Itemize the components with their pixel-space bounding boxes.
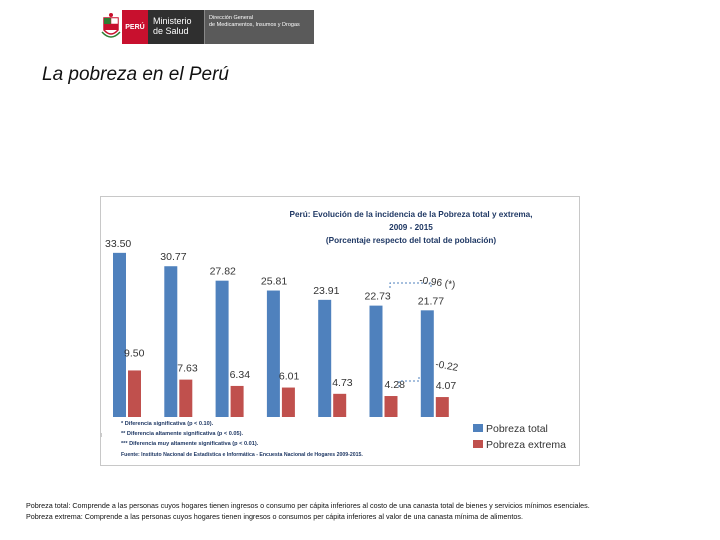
label-pobreza-total-2013: 23.91 (313, 285, 339, 297)
bar-pobreza-total-2012 (266, 290, 280, 417)
label-pobreza-extrema-2014: 4.28 (385, 379, 406, 391)
bar-pobreza-total-2011 (215, 280, 229, 417)
bar-pobreza-total-2009 (113, 252, 126, 417)
bar-pobreza-total-2015 (420, 310, 434, 417)
poverty-chart-svg: Perú: Evolución de la incidencia de la P… (101, 210, 566, 458)
bars-group: 33.50 9.50 30.77 7.63 27.82 6.34 25.81 6.01 23.9… (101, 238, 456, 437)
label-pobreza-total-2014: 22.73 (365, 291, 391, 303)
ministry-logo: PERÚ Ministerio de Salud Dirección Gener… (100, 10, 314, 44)
bar-pobreza-extrema-2010 (179, 379, 193, 417)
label-pobreza-extrema-2012: 6.01 (279, 371, 300, 383)
label-pobreza-extrema-2015: 4.07 (436, 380, 457, 392)
bar-pobreza-extrema-2015 (435, 397, 449, 417)
bar-pobreza-total-2010 (164, 266, 178, 417)
poverty-chart: Perú: Evolución de la incidencia de la P… (100, 196, 580, 466)
ministerio-label: Ministerio de Salud (148, 10, 204, 44)
chart-source: Fuente: Instituto Nacional de Estadístic… (121, 452, 363, 458)
ministerio-line-2: de Salud (153, 26, 189, 36)
label-pobreza-extrema-2013: 4.73 (332, 377, 353, 389)
note-pobreza-total: Pobreza total: Comprende a las personas … (26, 501, 590, 510)
label-pobreza-extrema-2009: 9.50 (124, 347, 145, 359)
legend-label-pobreza-total: Pobreza total (486, 423, 548, 435)
chart-title-line-2: 2009 - 2015 (389, 223, 433, 232)
ministerio-line-1: Ministerio (153, 16, 192, 26)
definitions: Pobreza total: Comprende a las personas … (26, 500, 706, 522)
label-pobreza-total-2012: 25.81 (261, 276, 287, 288)
direccion-line-1: Dirección General (209, 15, 254, 21)
direccion-label: Dirección General de Medicamentos, Insum… (204, 10, 314, 44)
footnote-2: ** Diferencia altamente significativa (p… (121, 431, 243, 437)
slide-title: La pobreza en el Perú (42, 64, 229, 85)
footnote-1: * Diferencia significativa (p < 0.10). (121, 421, 214, 427)
label-pobreza-extrema-2010: 7.63 (177, 363, 198, 375)
annotations-group: -0.96 (*) -0.22 (389, 275, 459, 387)
annotation-total-bracket (389, 282, 432, 288)
chart-title-line-1: Perú: Evolución de la incidencia de la P… (290, 210, 533, 219)
chart-title-line-3: (Porcentaje respecto del total de poblac… (326, 236, 496, 245)
peru-label: PERÚ (122, 10, 148, 44)
coat-of-arms-icon (100, 10, 122, 44)
note-pobreza-extrema: Pobreza extrema: Comprende a las persona… (26, 512, 524, 521)
bar-pobreza-extrema-2012 (281, 387, 295, 417)
label-pobreza-total-2010: 30.77 (160, 251, 186, 263)
label-pobreza-total-2015: 21.77 (418, 295, 444, 307)
direccion-line-2: de Medicamentos, Insumos y Drogas (209, 22, 300, 28)
bar-pobreza-extrema-2011 (230, 385, 244, 417)
annotation-extrema-bracket (398, 376, 432, 387)
label-pobreza-extrema-2011: 6.34 (230, 369, 251, 381)
legend-label-pobreza-extrema: Pobreza extrema (486, 439, 566, 451)
bar-pobreza-total-2013 (318, 299, 332, 417)
legend: Pobreza total Pobreza extrema (473, 423, 566, 451)
label-pobreza-total-2011: 27.82 (210, 266, 236, 278)
label-pobreza-total-2009: 33.50 (105, 238, 131, 250)
annotation-extrema-label: -0.22 (434, 359, 459, 374)
bar-pobreza-extrema-2013 (333, 393, 347, 417)
footnote-3: *** Diferencia muy altamente significati… (121, 441, 259, 447)
legend-swatch-pobreza-total (473, 424, 483, 432)
bar-pobreza-total-2014 (369, 305, 383, 417)
annotation-total-label: -0.96 (*) (419, 275, 456, 291)
legend-swatch-pobreza-extrema (473, 440, 483, 448)
bar-pobreza-extrema-2014 (384, 396, 398, 417)
bar-pobreza-extrema-2009 (128, 370, 141, 417)
